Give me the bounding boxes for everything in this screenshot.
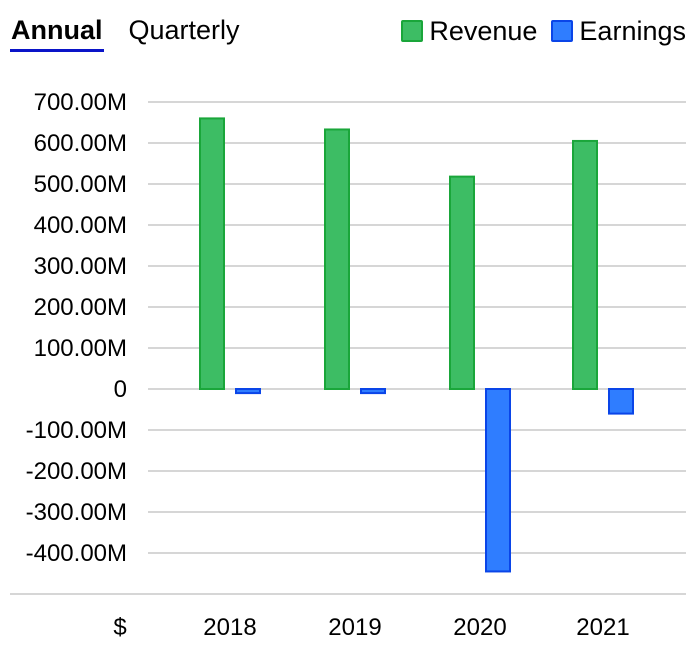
x-tick-label: 2020: [453, 614, 506, 641]
x-tick-label: 2018: [203, 614, 256, 641]
y-tick-label: -200.00M: [26, 458, 127, 485]
legend-label-earnings: Earnings: [579, 16, 686, 46]
x-axis: $ 2018 2019 2020 2021: [10, 593, 686, 641]
chart-grid: [148, 101, 686, 554]
bar-earnings-2020[interactable]: [485, 388, 511, 573]
x-tick-label: 2021: [576, 614, 629, 641]
chart-legend: Revenue Earnings: [401, 14, 686, 48]
y-tick-label: -300.00M: [26, 499, 127, 526]
tab-quarterly[interactable]: Quarterly: [128, 15, 240, 45]
currency-label: $: [113, 614, 126, 641]
y-tick-label: 400.00M: [34, 212, 127, 239]
y-tick-label: -400.00M: [26, 540, 127, 567]
bar-earnings-2018[interactable]: [235, 388, 261, 395]
y-tick-label: 700.00M: [34, 89, 127, 116]
y-tick-label: -100.00M: [26, 417, 127, 444]
x-tick-label: 2019: [328, 614, 381, 641]
y-axis: 700.00M 600.00M 500.00M 400.00M 300.00M 200.0…: [26, 89, 127, 567]
chart-bars: [199, 117, 634, 573]
y-tick-label: 500.00M: [34, 171, 127, 198]
bar-revenue-2020[interactable]: [449, 175, 475, 390]
legend-item-revenue[interactable]: Revenue: [401, 14, 537, 48]
bar-earnings-2021[interactable]: [608, 388, 634, 415]
y-tick-label: 300.00M: [34, 253, 127, 280]
bar-revenue-2018[interactable]: [199, 117, 225, 391]
period-tabs: Annual Quarterly: [10, 12, 241, 52]
legend-item-earnings[interactable]: Earnings: [551, 14, 686, 48]
y-tick-label: 600.00M: [34, 130, 127, 157]
tab-annual[interactable]: Annual: [10, 12, 104, 52]
y-tick-label: 0: [114, 376, 127, 403]
bar-revenue-2021[interactable]: [572, 139, 598, 390]
legend-label-revenue: Revenue: [429, 16, 538, 46]
legend-swatch-earnings: [551, 20, 574, 42]
bar-revenue-2019[interactable]: [324, 128, 350, 390]
bar-earnings-2019[interactable]: [360, 388, 386, 395]
legend-swatch-revenue: [401, 20, 424, 42]
y-tick-label: 100.00M: [34, 335, 127, 362]
y-tick-label: 200.00M: [34, 294, 127, 321]
